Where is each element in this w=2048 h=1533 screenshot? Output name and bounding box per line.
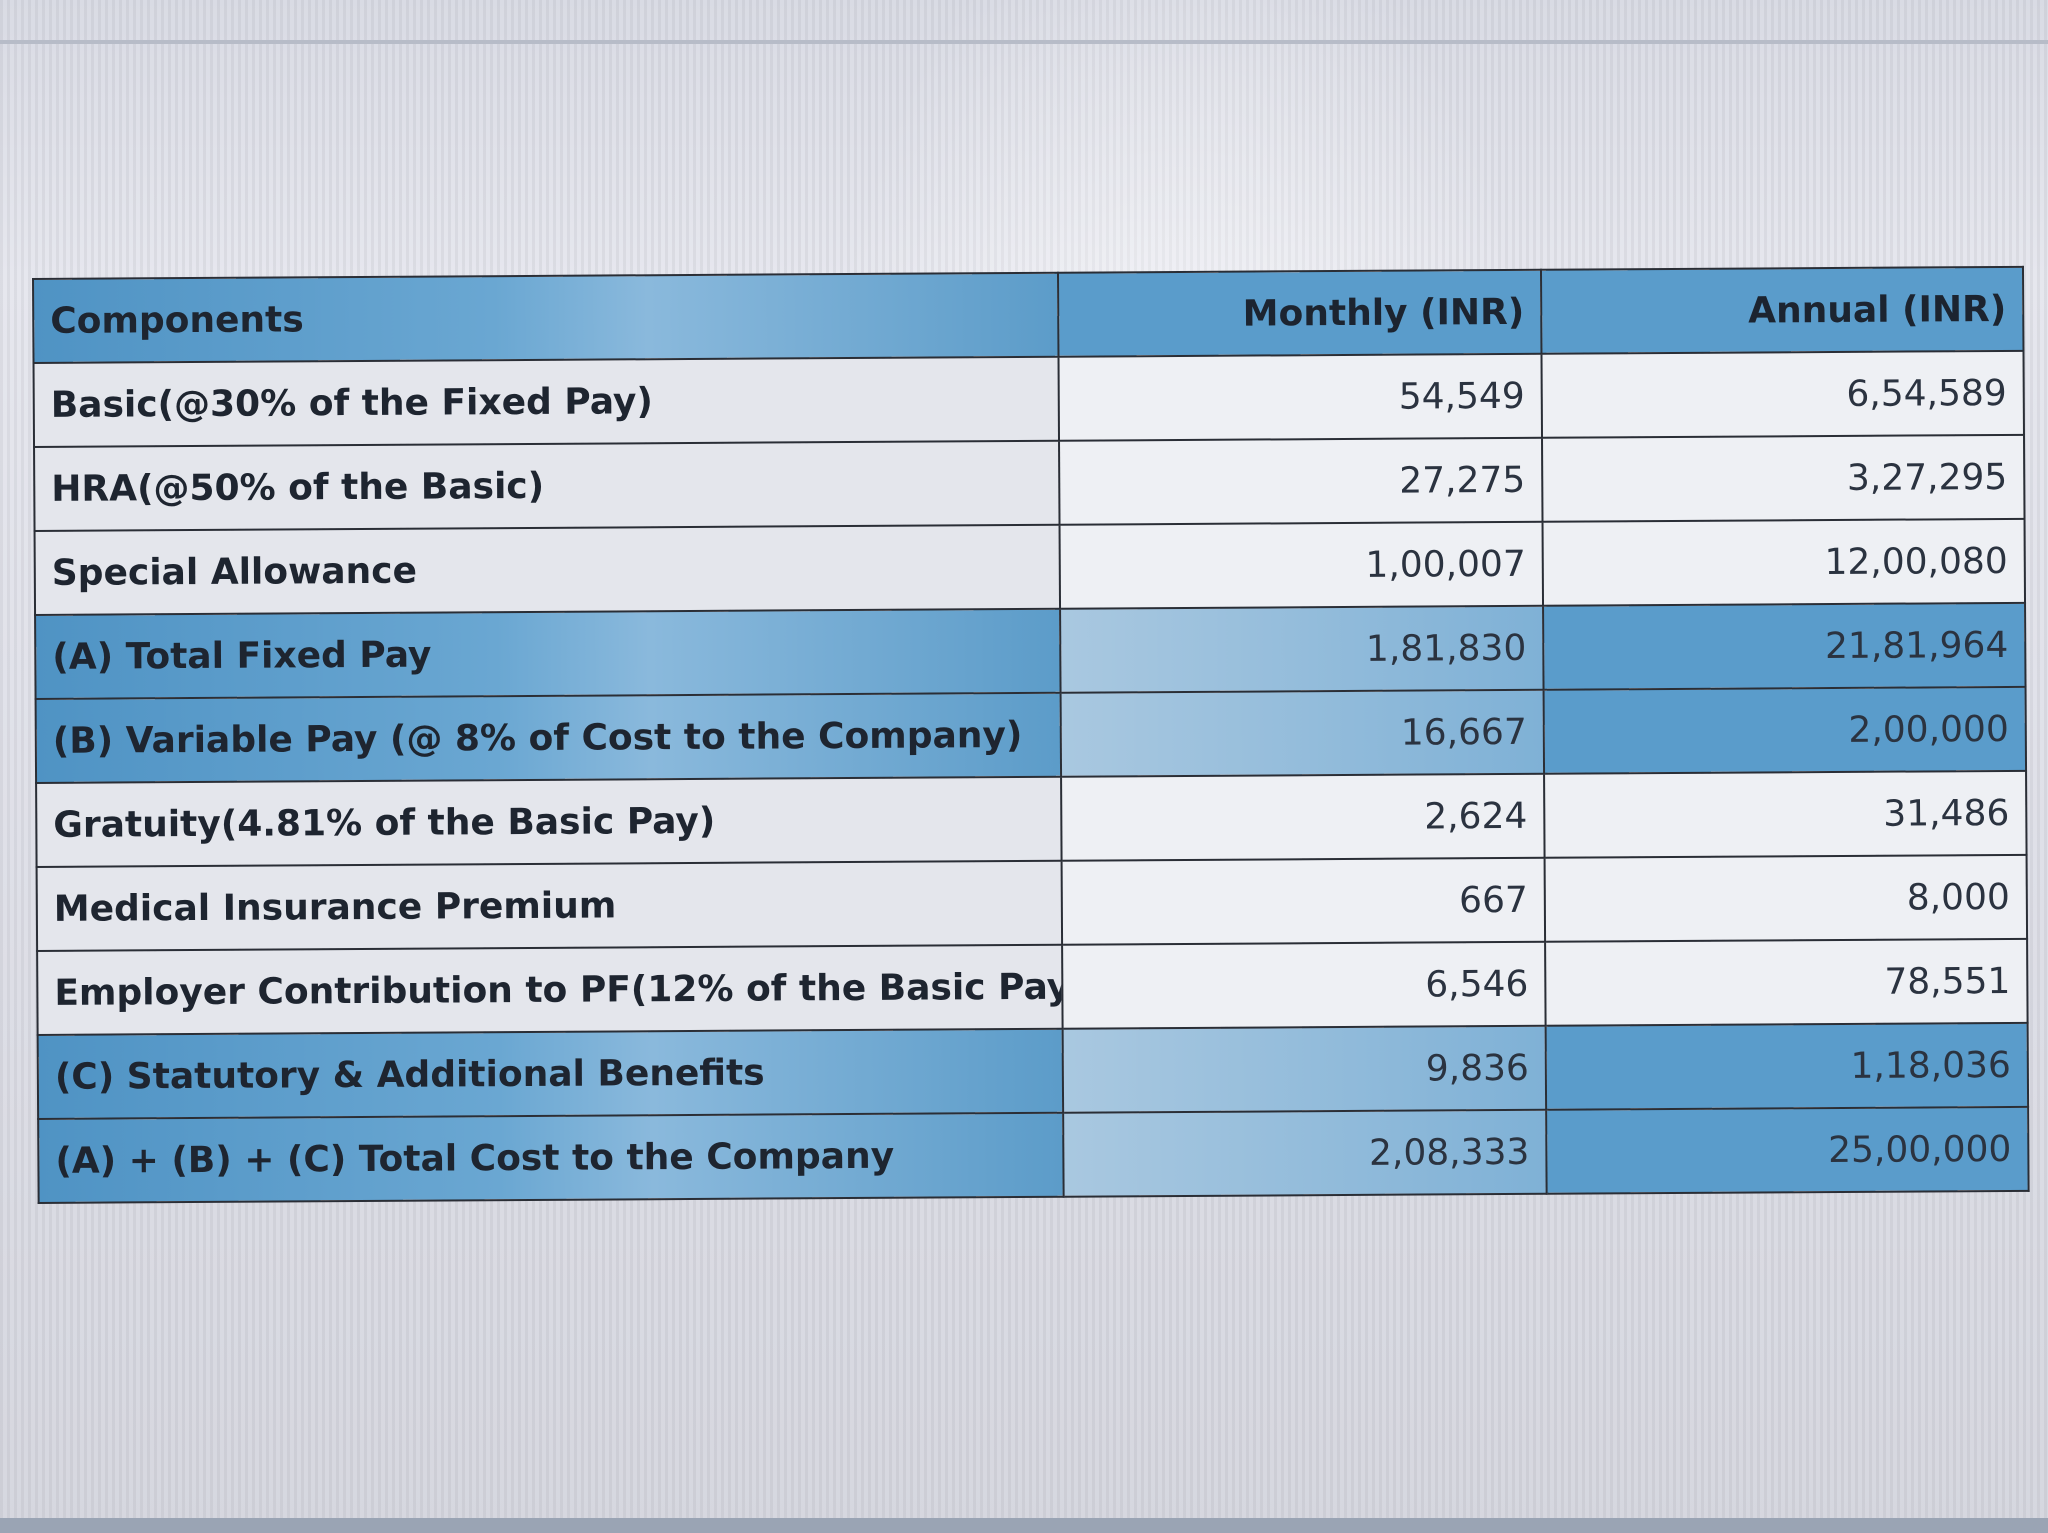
header-components: Components	[33, 272, 1059, 363]
cell-annual: 78,551	[1545, 938, 2028, 1026]
cell-annual: 6,54,589	[1541, 350, 2024, 438]
cell-component: Employer Contribution to PF(12% of the B…	[37, 944, 1063, 1035]
table-row-statutory-benefits: (C) Statutory & Additional Benefits 9,83…	[37, 1022, 2029, 1119]
monitor-top-edge	[0, 40, 2048, 44]
cell-monthly: 16,667	[1060, 689, 1545, 777]
table-row-employer-pf: Employer Contribution to PF(12% of the B…	[37, 938, 2028, 1035]
cell-annual: 8,000	[1544, 854, 2028, 942]
table-row-special-allowance: Special Allowance 1,00,007 12,00,080	[34, 518, 2026, 615]
table-row-variable-pay: (B) Variable Pay (@ 8% of Cost to the Co…	[35, 686, 2027, 783]
cell-monthly: 9,836	[1062, 1025, 1547, 1113]
cell-annual: 1,18,036	[1545, 1022, 2029, 1110]
cell-component: (C) Statutory & Additional Benefits	[37, 1028, 1064, 1119]
table-header-row: Components Monthly (INR) Annual (INR)	[33, 266, 2024, 363]
cell-component: (A) + (B) + (C) Total Cost to the Compan…	[38, 1112, 1064, 1203]
cell-component: (A) Total Fixed Pay	[35, 608, 1061, 699]
cell-annual: 25,00,000	[1546, 1106, 2029, 1194]
header-monthly: Monthly (INR)	[1057, 269, 1542, 357]
header-annual: Annual (INR)	[1540, 266, 2024, 354]
cell-component: HRA(@50% of the Basic)	[34, 440, 1060, 531]
monitor-bottom-edge	[0, 1518, 2048, 1533]
cell-component: Medical Insurance Premium	[36, 860, 1063, 951]
cell-monthly: 6,546	[1062, 941, 1546, 1029]
cell-annual: 31,486	[1544, 770, 2027, 858]
cell-monthly: 667	[1061, 857, 1546, 945]
cell-component: (B) Variable Pay (@ 8% of Cost to the Co…	[35, 692, 1062, 783]
cell-monthly: 27,275	[1059, 437, 1543, 525]
cell-monthly: 1,81,830	[1060, 605, 1544, 693]
ctc-breakdown-table: Components Monthly (INR) Annual (INR) Ba…	[32, 266, 2030, 1204]
cell-annual: 12,00,080	[1542, 518, 2026, 606]
cell-component: Special Allowance	[34, 524, 1061, 615]
table-row-hra: HRA(@50% of the Basic) 27,275 3,27,295	[34, 434, 2025, 531]
table-row-total-ctc: (A) + (B) + (C) Total Cost to the Compan…	[38, 1106, 2029, 1203]
cell-annual: 3,27,295	[1542, 434, 2025, 522]
cell-monthly: 2,624	[1061, 773, 1545, 861]
cell-component: Basic(@30% of the Fixed Pay)	[33, 356, 1060, 447]
cell-monthly: 1,00,007	[1059, 521, 1544, 609]
table-row-basic: Basic(@30% of the Fixed Pay) 54,549 6,54…	[33, 350, 2024, 447]
table-row-medical-insurance: Medical Insurance Premium 667 8,000	[36, 854, 2028, 951]
cell-monthly: 2,08,333	[1063, 1109, 1547, 1197]
cell-annual: 21,81,964	[1543, 602, 2026, 690]
cell-component: Gratuity(4.81% of the Basic Pay)	[36, 776, 1062, 867]
table-row-total-fixed-pay: (A) Total Fixed Pay 1,81,830 21,81,964	[35, 602, 2026, 699]
cell-annual: 2,00,000	[1543, 686, 2027, 774]
cell-monthly: 54,549	[1058, 353, 1543, 441]
table-row-gratuity: Gratuity(4.81% of the Basic Pay) 2,624 3…	[36, 770, 2027, 867]
